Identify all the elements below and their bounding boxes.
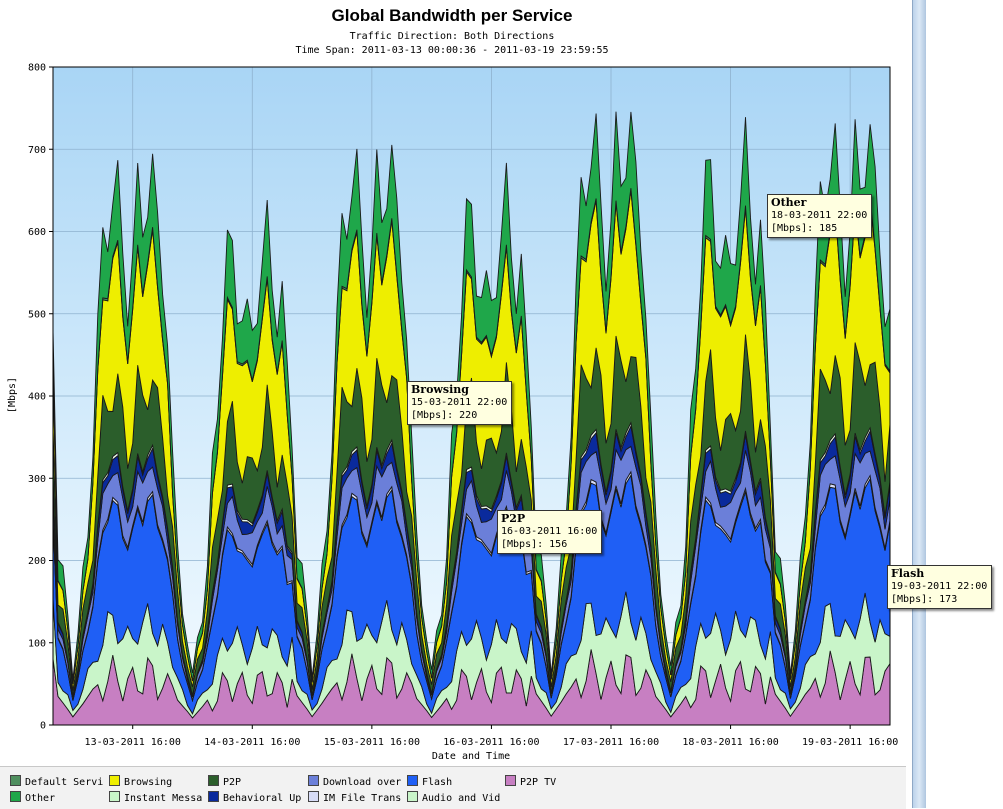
tooltip-name: P2P [501,512,526,525]
tooltip-value: [Mbps]: 173 [891,594,958,605]
y-tick-label: 300 [28,474,46,485]
chart-subtitle: Traffic Direction: Both Directions [350,31,555,42]
x-tick-label: 13-03-2011 16:00 [85,737,181,748]
x-tick-label: 15-03-2011 16:00 [324,737,420,748]
legend-swatch [407,775,418,786]
tooltip-flash: Flash 19-03-2011 22:00 [Mbps]: 173 [887,565,993,609]
legend-label: Audio and Vid [422,793,501,804]
tooltip-name: Browsing [411,383,469,396]
tooltip-value: [Mbps]: 185 [771,223,838,234]
tooltip-value: [Mbps]: 156 [501,539,568,550]
legend-label: P2P TV [520,777,557,788]
legend-item-p2p[interactable]: P2P [208,775,241,789]
tooltip-time: 15-03-2011 22:00 [411,397,508,408]
plot-frame [52,66,891,726]
y-tick-label: 200 [28,556,46,567]
tooltip-browsing: Browsing 15-03-2011 22:00 [Mbps]: 220 [407,381,513,425]
legend-label: Download over [323,777,402,788]
window-scrollbar-edge[interactable] [912,0,927,808]
y-axis-label: [Mbps] [7,377,18,413]
legend-swatch [109,791,120,802]
y-tick-label: 400 [28,392,46,403]
y-tick-label: 700 [28,145,46,156]
legend-item-default-servi[interactable]: Default Servi [10,775,103,789]
legend-label: P2P [223,777,242,788]
chart-time-span: Time Span: 2011-03-13 00:00:36 - 2011-03… [295,45,608,56]
legend-item-audio-and-vid[interactable]: Audio and Vid [407,791,500,805]
x-tick-label: 19-03-2011 16:00 [802,737,898,748]
tooltip-other: Other 18-03-2011 22:00 [Mbps]: 185 [767,194,873,238]
y-tick-label: 500 [28,309,46,320]
tooltip-value: [Mbps]: 220 [411,410,478,421]
legend-swatch [208,775,219,786]
legend-swatch [208,791,219,802]
tooltip-time: 18-03-2011 22:00 [771,210,868,221]
tooltip-name: Other [771,196,807,209]
tooltip-time: 19-03-2011 22:00 [891,581,988,592]
legend-label: Flash [422,777,453,788]
tooltip-p2p: P2P 16-03-2011 16:00 [Mbps]: 156 [497,510,603,554]
legend-label: Instant Messa [124,793,203,804]
legend-item-instant-messa[interactable]: Instant Messa [109,791,202,805]
tooltip-name: Flash [891,567,925,580]
y-tick-label: 800 [28,63,46,74]
legend-label: Default Servi [25,777,104,788]
legend-label: IM File Trans [323,793,402,804]
legend-item-download-over[interactable]: Download over [308,775,401,789]
x-tick-label: 17-03-2011 16:00 [563,737,659,748]
chart-title: Global Bandwidth per Service [332,6,573,25]
x-tick-label: 18-03-2011 16:00 [682,737,778,748]
chart-legend: Default Servi Browsing P2P Download over Fla… [0,766,906,809]
legend-swatch [308,791,319,802]
legend-swatch [109,775,120,786]
legend-label: Other [25,793,56,804]
x-axis-label: Date and Time [432,751,510,762]
legend-label: Browsing [124,777,173,788]
page-margin [926,0,1003,808]
y-tick-label: 600 [28,227,46,238]
axes: 0 100 200 300 400 500 600 700 800 13-03-2011 16:0… [28,63,898,749]
legend-item-browsing[interactable]: Browsing [109,775,172,789]
legend-item-other[interactable]: Other [10,791,55,805]
legend-swatch [308,775,319,786]
legend-swatch [505,775,516,786]
legend-item-p2p-tv[interactable]: P2P TV [505,775,556,789]
legend-item-behavioral-up[interactable]: Behavioral Up [208,791,301,805]
legend-label: Behavioral Up [223,793,302,804]
legend-swatch [10,775,21,786]
y-tick-label: 100 [28,638,46,649]
x-tick-label: 14-03-2011 16:00 [204,737,300,748]
x-tick-label: 16-03-2011 16:00 [443,737,539,748]
legend-swatch [407,791,418,802]
legend-swatch [10,791,21,802]
legend-item-flash[interactable]: Flash [407,775,452,789]
legend-item-im-file-trans[interactable]: IM File Trans [308,791,401,805]
y-tick-label: 0 [40,721,46,732]
tooltip-time: 16-03-2011 16:00 [501,526,598,537]
